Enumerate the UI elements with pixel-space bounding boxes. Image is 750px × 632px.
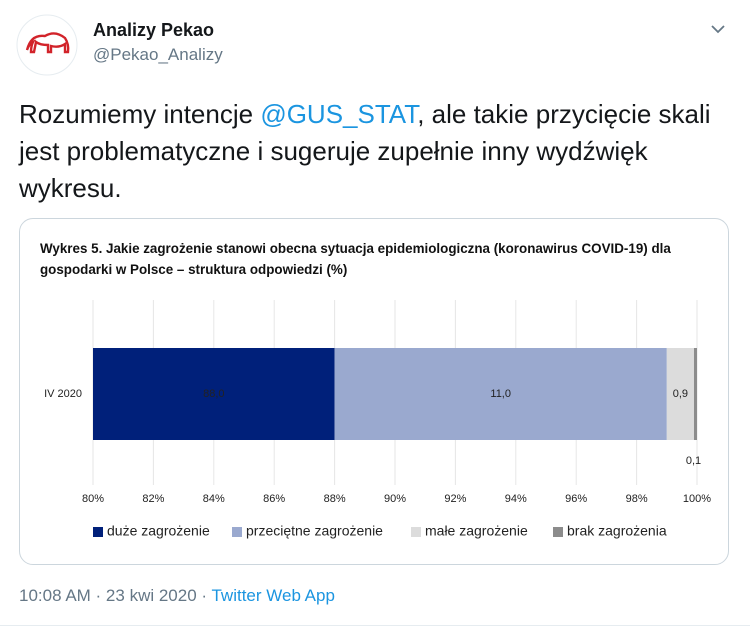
- legend-item: duże zagrożenie: [93, 523, 210, 539]
- legend-label: brak zagrożenia: [567, 523, 667, 539]
- value-label: 0,1: [686, 455, 701, 467]
- x-tick-label: 90%: [384, 493, 406, 505]
- author-name[interactable]: Analizy Pekao: [93, 20, 215, 40]
- legend-label: małe zagrożenie: [425, 523, 528, 539]
- bar-segment: [93, 348, 335, 440]
- legend-item: małe zagrożenie: [411, 523, 528, 539]
- x-tick-label: 100%: [683, 493, 711, 505]
- value-label: 11,0: [490, 388, 511, 400]
- media-card[interactable]: [19, 218, 729, 565]
- x-tick-label: 96%: [565, 493, 587, 505]
- menu-chevron[interactable]: [711, 25, 725, 34]
- x-tick-label: 86%: [263, 493, 285, 505]
- x-tick-label: 98%: [626, 493, 648, 505]
- x-tick-label: 80%: [82, 493, 104, 505]
- x-tick-label: 92%: [444, 493, 466, 505]
- bar-segment: [693, 348, 697, 440]
- text: Rozumiemy intencje: [19, 99, 261, 129]
- legend-label: przeciętne zagrożenie: [246, 523, 383, 539]
- bars: [93, 348, 697, 440]
- legend-item: przeciętne zagrożenie: [232, 523, 383, 539]
- timestamp[interactable]: 10:08 AM · 23 kwi 2020 ·: [19, 586, 212, 605]
- author-handle[interactable]: @Pekao_Analizy: [93, 45, 223, 64]
- logo: [25, 32, 70, 54]
- legend-swatch: [232, 527, 242, 537]
- x-tick-label: 94%: [505, 493, 527, 505]
- legend-item: brak zagrożenia: [553, 523, 667, 539]
- x-tick-label: 84%: [203, 493, 225, 505]
- text: , ale takie przycięcie skali jest proble…: [19, 99, 711, 203]
- x-tick-label: 82%: [142, 493, 164, 505]
- tweet-text: Rozumiemy intencje @GUS_STAT, ale takie …: [19, 96, 719, 207]
- bar-segment: [666, 348, 694, 440]
- value-label: 0,9: [673, 388, 688, 400]
- mention[interactable]: @GUS_STAT: [260, 99, 418, 129]
- x-tick-label: 88%: [324, 493, 346, 505]
- legend-swatch: [411, 527, 421, 537]
- tweet-footer: 10:08 AM · 23 kwi 2020 · Twitter Web App: [19, 586, 335, 606]
- value-label: 88,0: [203, 388, 224, 400]
- legend-label: duże zagrożenie: [107, 523, 210, 539]
- legend-swatch: [93, 527, 103, 537]
- divider: [0, 625, 750, 626]
- legend-swatch: [553, 527, 563, 537]
- source-app[interactable]: Twitter Web App: [211, 586, 335, 605]
- chart-title: Wykres 5. Jakie zagrożenie stanowi obecn…: [40, 241, 671, 277]
- y-tick-label: IV 2020: [44, 388, 82, 400]
- bar-segment: [334, 348, 667, 440]
